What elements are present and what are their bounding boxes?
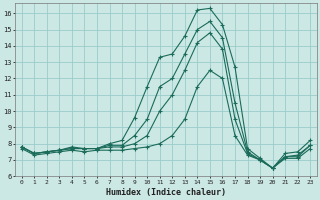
X-axis label: Humidex (Indice chaleur): Humidex (Indice chaleur) <box>106 188 226 197</box>
